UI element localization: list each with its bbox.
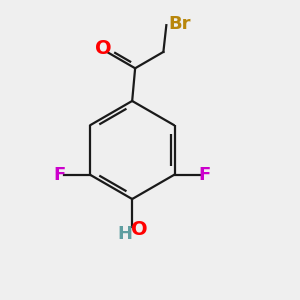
Text: O: O (131, 220, 148, 239)
Text: F: F (54, 166, 66, 184)
Text: F: F (199, 166, 211, 184)
Text: H: H (117, 225, 132, 243)
Text: Br: Br (169, 15, 191, 33)
Text: O: O (95, 39, 112, 58)
